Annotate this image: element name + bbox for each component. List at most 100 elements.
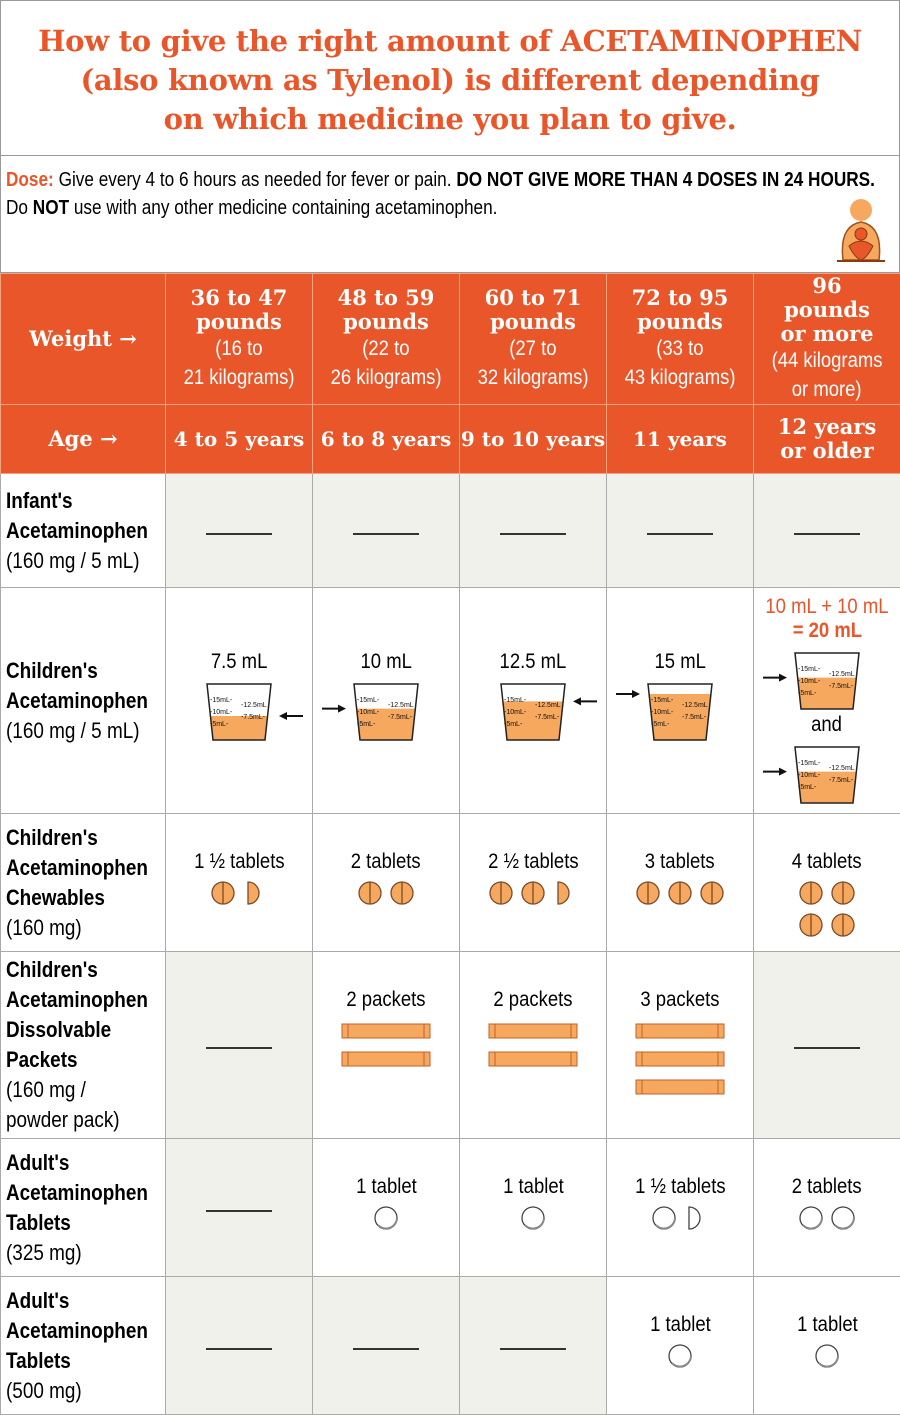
- not-applicable-dash: [353, 1347, 419, 1350]
- dose-cell: 12.5 mL -15mL- -12.5mL -10mL- -7.5mL- -5mL-: [459, 587, 607, 814]
- tablet-icon: [799, 1206, 823, 1230]
- medicine-row: Children's Acetaminophen Dissolvable Packet…: [0, 951, 900, 1139]
- svg-text:-12.5mL: -12.5mL: [829, 671, 855, 678]
- svg-text:-12.5mL: -12.5mL: [241, 702, 267, 709]
- medicine-name: Infant's Acetaminophen (160 mg / 5 mL): [0, 473, 166, 588]
- age-column-header: 12 years or older: [753, 404, 900, 474]
- age-label: Age →: [0, 404, 166, 474]
- svg-text:-5mL-: -5mL-: [357, 721, 376, 728]
- dose-cell: 2 tablets: [312, 813, 460, 952]
- measuring-cup-icon: -15mL- -12.5mL -10mL- -7.5mL- -5mL-: [763, 651, 860, 710]
- dose-cell: [312, 473, 460, 588]
- dose-cell: 15 mL -15mL- -12.5mL -10mL- -7.5mL- -5mL-: [606, 587, 754, 814]
- dose-cell: [312, 1276, 460, 1415]
- tablet-icon: [799, 881, 823, 905]
- dose-cell: 7.5 mL -15mL- -12.5mL -10mL- -7.5mL- -5mL-: [165, 587, 313, 814]
- dose-cell: 4 tablets: [753, 813, 900, 952]
- dose-cell: [459, 1276, 607, 1415]
- tablet-icon: [521, 881, 545, 905]
- dose-cell: [753, 951, 900, 1139]
- not-applicable-dash: [206, 1347, 272, 1350]
- dose-label: 12.5 mL: [499, 650, 567, 673]
- svg-text:-5mL-: -5mL-: [651, 721, 670, 728]
- dose-cell: 10 mL -15mL- -12.5mL -10mL- -7.5mL- -5mL-: [312, 587, 460, 814]
- dose-label: 1 tablet: [649, 1313, 711, 1336]
- not-applicable-dash: [206, 532, 272, 535]
- dose-cell: 1 tablet: [753, 1276, 900, 1415]
- page-title: How to give the right amount of ACETAMIN…: [0, 0, 900, 156]
- tablet-icon: [831, 881, 855, 905]
- arrow-right-icon: [763, 767, 787, 776]
- tablet-icon: [636, 881, 660, 905]
- svg-text:-15mL-: -15mL-: [798, 760, 821, 767]
- dose-cell: 1 tablet: [312, 1138, 460, 1277]
- not-applicable-dash: [353, 532, 419, 535]
- svg-text:-5mL-: -5mL-: [504, 721, 523, 728]
- svg-text:-7.5mL-: -7.5mL-: [829, 683, 854, 690]
- medicine-row: Children's Acetaminophen (160 mg / 5 mL) 7.…: [0, 587, 900, 814]
- dose-cell: [753, 473, 900, 588]
- not-applicable-dash: [206, 1209, 272, 1212]
- tablet-icon: [521, 1206, 545, 1230]
- svg-text:-7.5mL-: -7.5mL-: [535, 714, 560, 721]
- medicine-row: Children's Acetaminophen Chewables (160 mg)…: [0, 813, 900, 952]
- tablet-icon: [815, 1344, 839, 1368]
- dose-instructions: Dose: Give every 4 to 6 hours as needed …: [0, 156, 900, 273]
- powder-packet-icon: [635, 1051, 725, 1067]
- svg-text:-12.5mL: -12.5mL: [388, 702, 414, 709]
- powder-packet-icon: [488, 1023, 578, 1039]
- dose-cell: 1 ½ tablets: [165, 813, 313, 952]
- weight-label: Weight →: [0, 273, 166, 405]
- dose-cell: [165, 951, 313, 1139]
- medicine-row: Adult's Acetaminophen Tablets (500 mg) 1 tab…: [0, 1276, 900, 1415]
- not-applicable-dash: [500, 1347, 566, 1350]
- svg-text:-5mL-: -5mL-: [798, 784, 817, 791]
- dose-cell: [165, 1138, 313, 1277]
- dose-cell: [606, 473, 754, 588]
- parent-child-logo-icon: [837, 199, 885, 262]
- svg-text:-5mL-: -5mL-: [210, 721, 229, 728]
- svg-text:-7.5mL-: -7.5mL-: [241, 714, 266, 721]
- weight-column-header: 48 to 59 pounds (22 to 26 kilograms): [312, 273, 460, 405]
- dose-cell: 10 mL + 10 mL = 20 mL -15mL- -12.5mL -10mL-…: [753, 587, 900, 814]
- tablet-icon: [374, 1206, 398, 1230]
- measuring-cup-icon: -15mL- -12.5mL -10mL- -7.5mL- -5mL-: [322, 683, 419, 741]
- dose-cell: [165, 473, 313, 588]
- svg-text:-10mL-: -10mL-: [798, 678, 821, 685]
- dose-cell: 1 tablet: [459, 1138, 607, 1277]
- svg-text:-7.5mL-: -7.5mL-: [388, 714, 413, 721]
- dose-cell: [165, 1276, 313, 1415]
- svg-text:-15mL-: -15mL-: [651, 697, 674, 704]
- dose-label: 2 packets: [346, 988, 426, 1011]
- arrow-left-icon: [279, 712, 303, 720]
- not-applicable-dash: [206, 1047, 272, 1049]
- medicine-row: Adult's Acetaminophen Tablets (325 mg) 1 tab…: [0, 1138, 900, 1277]
- svg-text:-15mL-: -15mL-: [798, 666, 821, 673]
- dose-label: 1 ½ tablets: [634, 1175, 726, 1198]
- age-column-header: 6 to 8 years: [312, 404, 460, 474]
- dose-label: 2 packets: [493, 988, 573, 1011]
- dose-cell: 2 ½ tablets: [459, 813, 607, 952]
- half-tablet-icon: [247, 881, 260, 905]
- dose-label: 10 mL: [360, 650, 412, 673]
- weight-column-header: 36 to 47 pounds (16 to 21 kilograms): [165, 273, 313, 405]
- weight-column-header: 96 pounds or more (44 kilograms or more): [753, 273, 900, 405]
- age-column-header: 4 to 5 years: [165, 404, 313, 474]
- medicine-name: Children's Acetaminophen (160 mg / 5 mL): [0, 587, 166, 814]
- svg-text:-12.5mL: -12.5mL: [535, 702, 561, 709]
- dose-label: Dose:: [6, 169, 54, 191]
- dose-cell: 2 packets: [312, 951, 460, 1139]
- powder-packet-icon: [341, 1051, 431, 1067]
- dose-label: 2 tablets: [792, 1175, 862, 1198]
- age-column-header: 11 years: [606, 404, 754, 474]
- measuring-cup-icon: -15mL- -12.5mL -10mL- -7.5mL- -5mL-: [206, 683, 303, 741]
- medicine-name: Children's Acetaminophen Chewables (160 mg): [0, 813, 166, 952]
- svg-text:-10mL-: -10mL-: [210, 709, 233, 716]
- svg-text:-15mL-: -15mL-: [210, 697, 233, 704]
- not-applicable-dash: [647, 532, 713, 535]
- dose-label: 2 tablets: [351, 850, 421, 873]
- dose-label: 4 tablets: [792, 850, 862, 873]
- svg-text:-10mL-: -10mL-: [651, 709, 674, 716]
- arrow-left-icon: [573, 697, 597, 706]
- dose-label: 3 tablets: [645, 850, 715, 873]
